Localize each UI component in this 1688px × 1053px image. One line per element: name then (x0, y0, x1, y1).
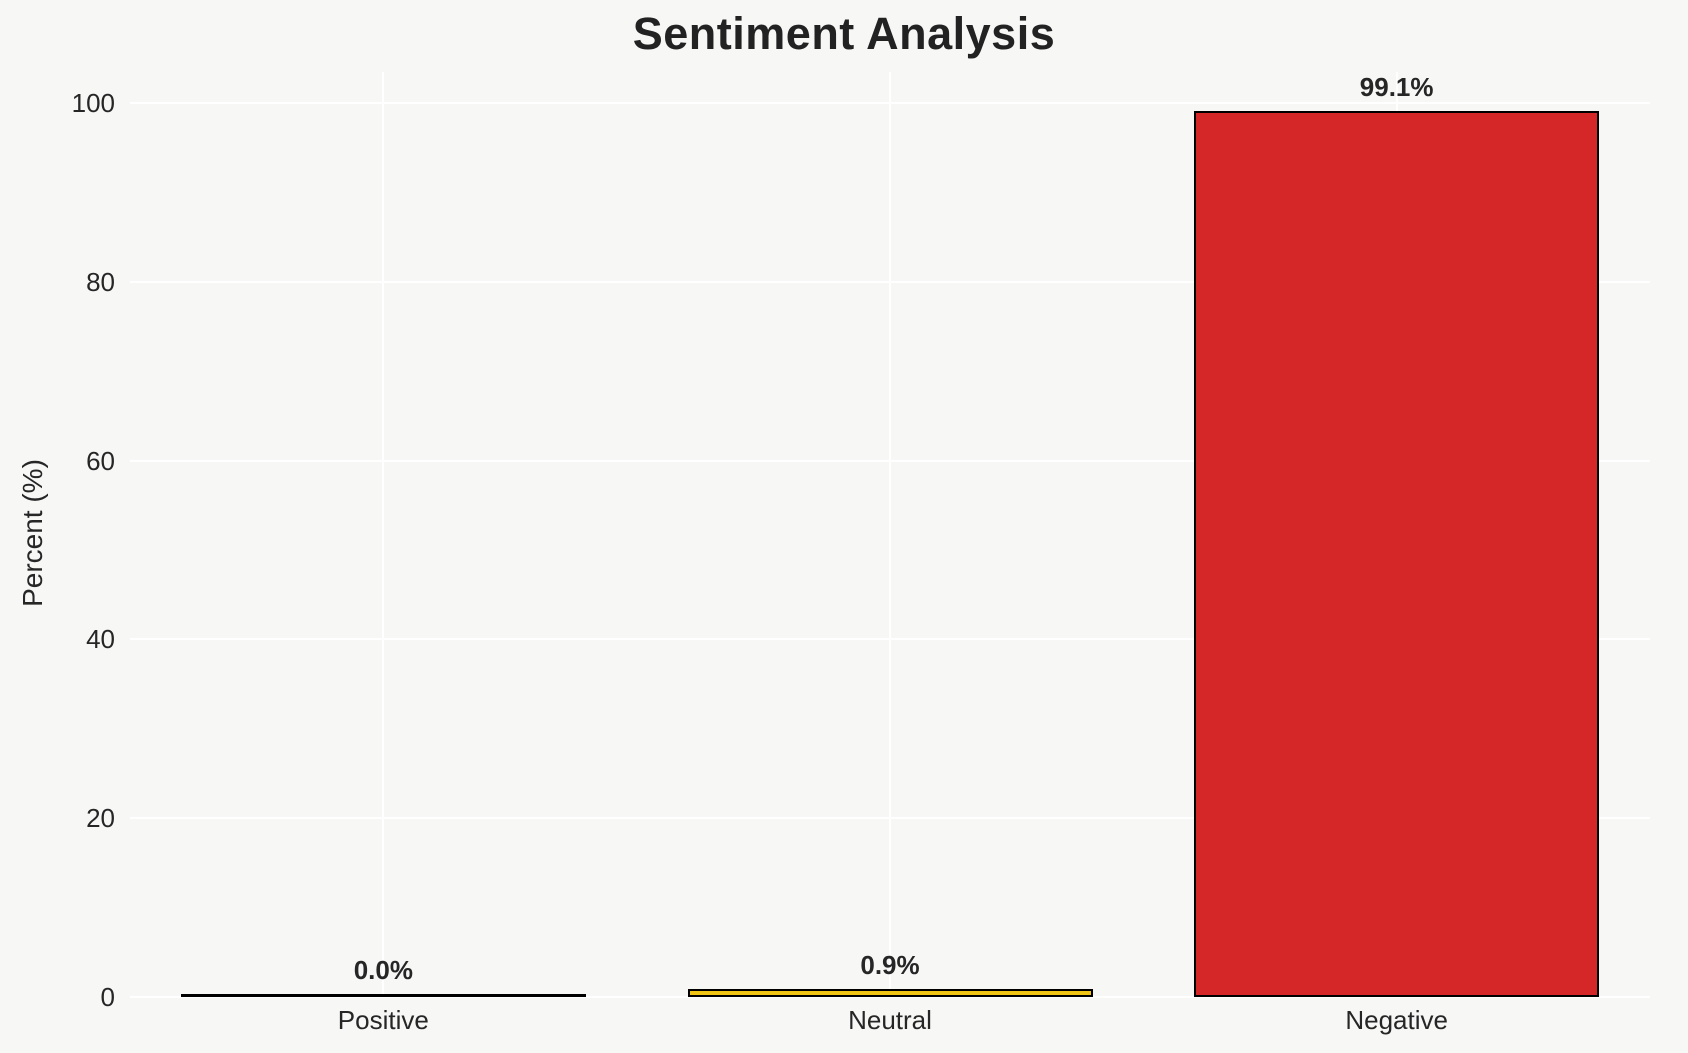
gridline-x-neutral (889, 72, 891, 997)
bar-neutral (687, 989, 1093, 997)
y-tick-80: 80 (86, 266, 115, 297)
value-label-neutral: 0.9% (860, 950, 920, 980)
bar-positive (180, 994, 586, 997)
x-tick-neutral: Neutral (848, 1005, 932, 1035)
y-tick-40: 40 (86, 624, 115, 655)
plot-area: 0.0% 0.9% 99.1% (130, 72, 1650, 998)
y-tick-100: 100 (71, 88, 115, 118)
y-tick-60: 60 (86, 445, 115, 476)
chart-title: Sentiment Analysis (632, 8, 1056, 59)
value-label-negative: 99.1% (1359, 72, 1434, 102)
x-tick-negative: Negative (1345, 1005, 1448, 1035)
y-tick-20: 20 (86, 803, 115, 834)
bar-negative (1194, 111, 1600, 997)
gridline-y-0 (130, 996, 1650, 998)
y-axis-label: Percent (%) (17, 459, 48, 607)
y-tick-0: 0 (100, 982, 115, 1012)
value-label-positive: 0.0% (353, 955, 413, 985)
x-tick-positive: Positive (337, 1005, 429, 1035)
gridline-x-positive (382, 72, 385, 997)
